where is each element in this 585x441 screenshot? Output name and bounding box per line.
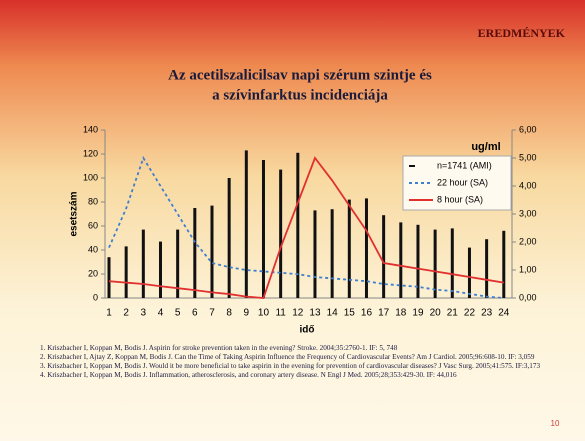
y-tick-label: 20	[88, 268, 98, 278]
bar	[193, 208, 197, 298]
y2-tick-label: 4,00	[519, 180, 537, 190]
legend-label: 22 hour (SA)	[437, 177, 488, 187]
bar	[330, 209, 334, 298]
y-tick-label: 120	[83, 148, 98, 158]
x-tick-label: 9	[244, 308, 250, 319]
bar	[450, 228, 454, 298]
x-tick-label: 1	[106, 308, 112, 319]
y2-tick-label: 3,00	[519, 208, 537, 218]
bar	[279, 169, 283, 298]
page-number: 10	[551, 419, 560, 428]
bar	[313, 210, 317, 298]
chart-title: Az acetilszalicilsav napi szérum szintje…	[168, 67, 432, 83]
bar	[176, 229, 180, 298]
x-tick-label: 22	[464, 308, 476, 319]
x-tick-label: 11	[275, 308, 286, 319]
reference: 2. Kriszbacher I, Ajtay Z, Koppan M, Bod…	[40, 353, 535, 361]
line	[108, 156, 504, 299]
x-tick-label: 18	[395, 308, 407, 319]
x-tick-label: 6	[192, 308, 198, 319]
x-tick-label: 7	[209, 308, 215, 319]
y-tick-label: 60	[88, 220, 98, 230]
x-tick-label: 23	[481, 308, 493, 319]
bar	[210, 205, 214, 298]
bar	[296, 152, 300, 298]
x-tick-label: 8	[226, 308, 232, 319]
x-tick-label: 24	[498, 308, 510, 319]
reference: 3. Kriszbacher I, Koppan M, Bodis J. Wou…	[40, 362, 541, 370]
legend-label: n=1741 (AMI)	[437, 160, 492, 170]
y2-axis-label: ug/ml	[471, 141, 500, 153]
bar	[261, 160, 265, 298]
y2-tick-label: 5,00	[519, 152, 537, 162]
x-tick-label: 13	[309, 308, 321, 319]
chart-title: a szívinfarktus incidenciája	[212, 87, 388, 103]
y2-tick-label: 1,00	[519, 264, 537, 274]
x-tick-label: 3	[141, 308, 147, 319]
x-tick-label: 21	[447, 308, 459, 319]
y-tick-label: 40	[88, 244, 98, 254]
bar	[399, 222, 403, 298]
x-tick-label: 4	[158, 308, 164, 319]
bar	[347, 199, 351, 298]
y-tick-label: 100	[83, 172, 98, 182]
y-axis-label: esetszám	[69, 191, 80, 236]
bar	[382, 215, 386, 298]
x-tick-label: 17	[378, 308, 390, 319]
x-tick-label: 12	[292, 308, 304, 319]
references: 1. Kriszbacher I, Koppan M, Bodis J. Asp…	[40, 344, 560, 380]
y2-tick-label: 0,00	[519, 292, 537, 302]
x-tick-label: 14	[327, 308, 339, 319]
reference: 4. Kriszbacher I, Koppan M, Bodis J. Inf…	[40, 371, 457, 379]
bar	[416, 224, 420, 298]
x-tick-label: 5	[175, 308, 181, 319]
bar	[227, 178, 231, 298]
bar	[502, 230, 506, 298]
y2-tick-label: 6,00	[519, 124, 537, 134]
y2-tick-label: 2,00	[519, 236, 537, 246]
reference: 1. Kriszbacher I, Koppan M, Bodis J. Asp…	[40, 344, 398, 352]
x-axis-label: idő	[300, 325, 315, 336]
x-tick-label: 20	[430, 308, 442, 319]
bar	[158, 241, 162, 298]
y-tick-label: 0	[93, 292, 98, 302]
y-tick-label: 140	[83, 124, 98, 134]
header: EREDMÉNYEK	[478, 26, 566, 40]
line	[108, 155, 504, 299]
bar	[124, 246, 128, 298]
bar	[244, 150, 248, 298]
bar	[364, 198, 368, 298]
x-tick-label: 2	[123, 308, 129, 319]
bar	[433, 229, 437, 298]
legend-label: 8 hour (SA)	[437, 194, 483, 204]
bar	[107, 257, 111, 298]
bar	[141, 229, 145, 298]
bar	[485, 239, 489, 298]
x-tick-label: 10	[258, 308, 270, 319]
bar	[467, 247, 471, 298]
x-tick-label: 16	[361, 308, 373, 319]
x-tick-label: 15	[344, 308, 356, 319]
x-tick-label: 19	[412, 308, 424, 319]
y-tick-label: 80	[88, 196, 98, 206]
